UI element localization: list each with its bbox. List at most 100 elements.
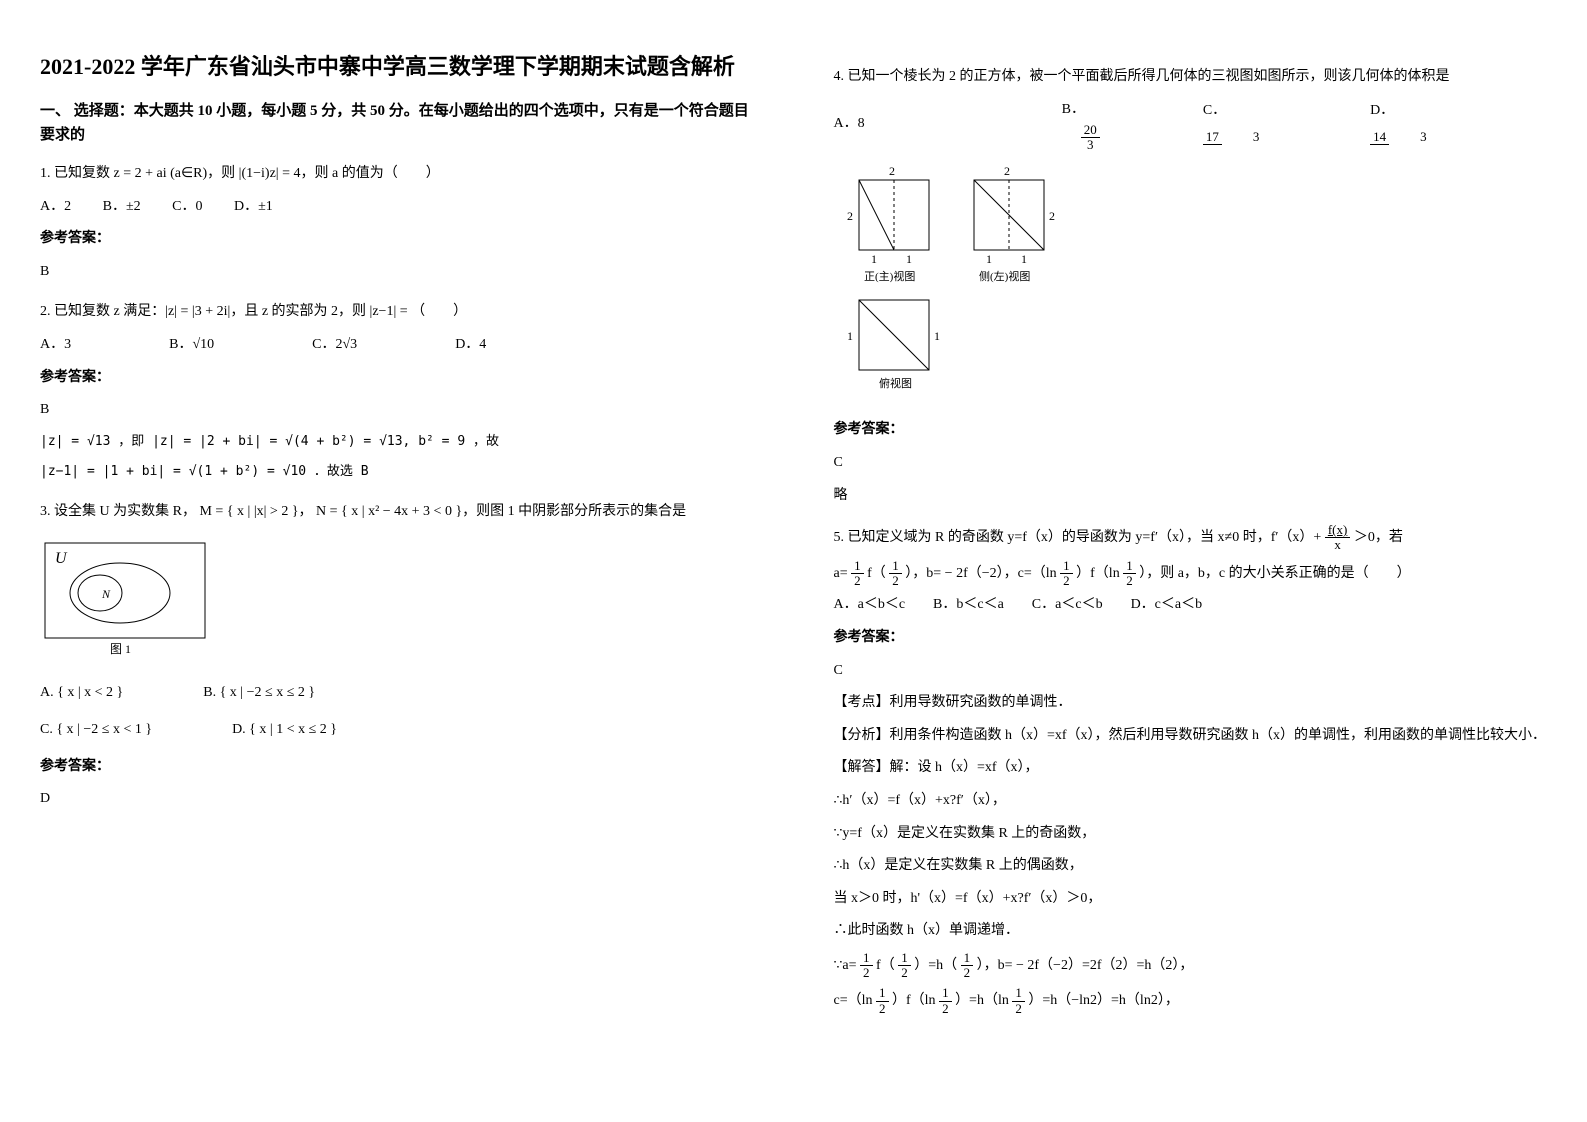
q4-ans-label: 参考答案： (834, 417, 1548, 444)
q5-w6h2n: 1 (898, 951, 911, 966)
front-dim-top: 2 (889, 165, 895, 178)
q5-w6h3d: 2 (961, 966, 974, 980)
q1-answer: B (40, 259, 754, 286)
question-3: 3. 设全集 U 为实数集 R， M = { x | |x| > 2 }， N … (40, 499, 754, 813)
q5-fx-num: f(x) (1325, 523, 1351, 538)
q5-w4: 当 x＞0 时，h'（x）=f（x）+x?f′（x）＞0， (834, 886, 1548, 913)
q3-stem: 3. 设全集 U 为实数集 R， M = { x | |x| > 2 }， N … (40, 499, 754, 526)
front-dim-bot1: 1 (871, 252, 877, 266)
q3-opt-b: B. { x | −2 ≤ x ≤ 2 } (203, 680, 315, 707)
front-dim-left: 2 (847, 209, 853, 223)
q5-w7: c=（ln 12 ）f（ln 12 ）=h（ln 12 ）=h（−ln2）=h（… (834, 986, 1548, 1016)
q2-work-1: |z| = √13 ，即 |z| = |2 + bi| = √(4 + b²) … (40, 430, 754, 455)
q5-w6-h1: 12 (860, 951, 873, 981)
q5-w5: ∴此时函数 h（x）单调递增． (834, 918, 1548, 945)
side-view: 2 2 1 1 侧(左)视图 (974, 165, 1055, 283)
q4-opt-d: D． 143 (1370, 98, 1519, 151)
q5-w6c: ）=h（ (914, 958, 957, 973)
top-label: 俯视图 (879, 376, 912, 390)
q3-opt-a: A. { x | x < 2 } (40, 680, 123, 707)
q2-opt-a: A．3 (40, 332, 71, 359)
q5-w7b: ）f（ln (892, 993, 936, 1008)
q1-opt-d: D．±1 (234, 194, 273, 221)
q5-w6-h3: 12 (961, 951, 974, 981)
q5-w7d: ）=h（−ln2）=h（ln2）， (1028, 993, 1178, 1008)
q4-frac-b-num: 20 (1081, 123, 1100, 138)
q5-w7h1d: 2 (876, 1002, 889, 1016)
q4-opt-d-prefix: D． (1370, 98, 1394, 125)
page-title: 2021-2022 学年广东省汕头市中寨中学高三数学理下学期期末试题含解析 (40, 50, 754, 83)
q2-answer: B (40, 397, 754, 424)
q4-frac-b-den: 3 (1084, 138, 1097, 152)
q4-answer-extra: 略 (834, 483, 1548, 510)
q3-venn-diagram: U N M 图 1 (40, 538, 754, 669)
q5-w6a: ∵a= (834, 958, 857, 973)
q2-work-2: |z−1| = |1 + bi| = √(1 + b²) = √10 ．故选 B (40, 460, 754, 485)
q1-opt-c: C．0 (172, 194, 202, 221)
three-views-svg: 2 2 1 1 正(主)视图 2 2 1 1 侧(左)视图 (834, 165, 1094, 395)
q4-frac-c: 173 (1203, 130, 1291, 145)
q5-h4d: 2 (1123, 574, 1136, 588)
q5-fx-den: x (1325, 538, 1351, 552)
q5-w7a: c=（ln (834, 993, 873, 1008)
q5-la-c: ），b= − 2f（−2），c=（ln (905, 566, 1056, 581)
q5-w7h1n: 1 (876, 986, 889, 1001)
front-view: 2 2 1 1 正(主)视图 (847, 165, 929, 283)
top-view: 1 1 俯视图 (847, 300, 940, 390)
q4-frac-b: 203 (1062, 123, 1147, 153)
q1-opt-a: A．2 (40, 194, 71, 221)
q5-half-3: 12 (1060, 559, 1073, 589)
side-dim-right: 2 (1049, 209, 1055, 223)
q5-w7h2d: 2 (939, 1002, 952, 1016)
q5-stem-a: 5. 已知定义域为 R 的奇函数 y=f（x）的导函数为 y=f′（x），当 x… (834, 530, 1325, 545)
q5-la-b: f（ (867, 566, 886, 581)
question-2: 2. 已知复数 z 满足：|z| = |3 + 2i|，且 z 的实部为 2，则… (40, 299, 754, 485)
q4-answer: C (834, 450, 1548, 477)
q5-w1: ∴h′（x）=f（x）+x?f′（x）， (834, 788, 1548, 815)
q3-options-row2: C. { x | −2 ≤ x < 1 } D. { x | 1 < x ≤ 2… (40, 717, 754, 744)
q5-h2n: 1 (889, 559, 902, 574)
q5-h3n: 1 (1060, 559, 1073, 574)
q4-three-views: 2 2 1 1 正(主)视图 2 2 1 1 侧(左)视图 (834, 165, 1548, 406)
front-dim-bot2: 1 (906, 252, 912, 266)
q4-opt-c-prefix: C． (1203, 98, 1226, 125)
q5-w7h3n: 1 (1012, 986, 1025, 1001)
q4-opt-b: B． 203 (1062, 97, 1175, 153)
q5-w6h1d: 2 (860, 966, 873, 980)
q5-options: A．a＜b＜c B．b＜c＜a C．a＜c＜b D．c＜a＜b (834, 592, 1548, 619)
q5-tag-jieda: 【解答】解：设 h（x）=xf（x）， (834, 755, 1548, 782)
q5-half-2: 12 (889, 559, 902, 589)
q5-h4n: 1 (1123, 559, 1136, 574)
side-dim-bot1: 1 (986, 252, 992, 266)
side-dim-top: 2 (1004, 165, 1010, 178)
venn-label-u: U (55, 550, 68, 567)
q5-w7-h3: 12 (1012, 986, 1025, 1016)
top-dim-left: 1 (847, 329, 853, 343)
q5-tag-kdian: 【考点】利用导数研究函数的单调性． (834, 690, 1548, 717)
q5-w7-h1: 12 (876, 986, 889, 1016)
q5-half-1: 12 (851, 559, 864, 589)
side-label: 侧(左)视图 (979, 269, 1030, 283)
q3-answer: D (40, 786, 754, 813)
question-1: 1. 已知复数 z = 2 + ai (a∈R)，则 |(1−i)z| = 4，… (40, 161, 754, 285)
q4-opt-c: C． 173 (1203, 98, 1342, 151)
q3-ans-label: 参考答案： (40, 754, 754, 781)
q5-line-abc: a= 12 f（ 12 ），b= − 2f（−2），c=（ln 12 ）f（ln… (834, 559, 1548, 589)
q2-opt-c: C．2√3 (312, 332, 357, 359)
q2-opt-b: B．√10 (169, 332, 214, 359)
q5-w6h2d: 2 (898, 966, 911, 980)
q1-opt-b: B．±2 (103, 194, 141, 221)
q4-frac-d: 143 (1370, 130, 1458, 145)
q5-la-e: ），则 a，b，c 的大小关系正确的是（ ） (1139, 566, 1410, 581)
q5-ans-label: 参考答案： (834, 625, 1548, 652)
q1-ans-label: 参考答案： (40, 226, 754, 253)
q5-w7c: ）=h（ln (955, 993, 1009, 1008)
side-dim-bot2: 1 (1021, 252, 1027, 266)
q5-half-4: 12 (1123, 559, 1136, 589)
q3-options-row1: A. { x | x < 2 } B. { x | −2 ≤ x ≤ 2 } (40, 680, 754, 707)
q2-stem: 2. 已知复数 z 满足：|z| = |3 + 2i|，且 z 的实部为 2，则… (40, 299, 754, 326)
q5-w3: ∴h（x）是定义在实数集 R 上的偶函数， (834, 853, 1548, 880)
q5-h1d: 2 (851, 574, 864, 588)
q5-h3d: 2 (1060, 574, 1073, 588)
q5-stem-b: ＞0，若 (1354, 530, 1403, 545)
